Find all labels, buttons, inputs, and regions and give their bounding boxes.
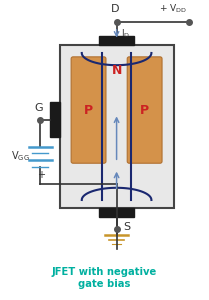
Bar bbox=[50, 102, 60, 137]
Text: + V$_{\mathrm{DD}}$: + V$_{\mathrm{DD}}$ bbox=[159, 3, 187, 15]
Text: S: S bbox=[123, 222, 130, 232]
Text: D: D bbox=[110, 4, 119, 14]
Bar bbox=[99, 36, 134, 45]
FancyBboxPatch shape bbox=[71, 57, 106, 163]
Text: +: + bbox=[37, 169, 45, 180]
Text: P: P bbox=[140, 103, 149, 116]
Text: V$_{\mathrm{GG}}$: V$_{\mathrm{GG}}$ bbox=[11, 149, 30, 163]
FancyBboxPatch shape bbox=[127, 57, 162, 163]
Bar bbox=[99, 208, 134, 218]
Text: G: G bbox=[34, 103, 43, 113]
Text: P: P bbox=[84, 103, 93, 116]
Bar bbox=[60, 45, 174, 208]
Text: JFET with negative
gate bias: JFET with negative gate bias bbox=[51, 267, 157, 289]
Text: N: N bbox=[111, 64, 122, 77]
Text: I$_{\mathrm{D}}$: I$_{\mathrm{D}}$ bbox=[121, 27, 131, 40]
